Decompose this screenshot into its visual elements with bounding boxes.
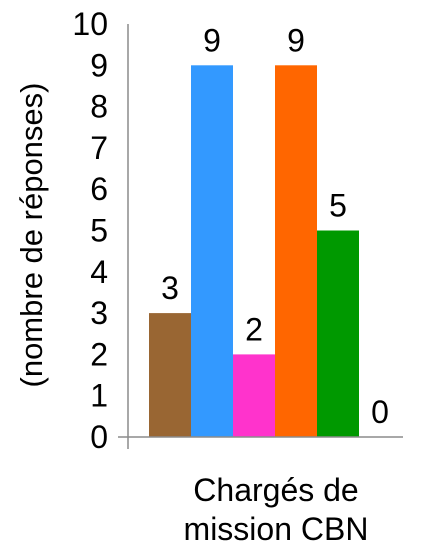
y-tick-label: 8 — [90, 89, 108, 125]
data-labels: 3 9 2 9 5 0 — [161, 22, 389, 430]
bar-value-label: 2 — [245, 311, 263, 347]
y-tick-label: 7 — [90, 130, 108, 166]
bar — [149, 313, 191, 437]
y-axis-title: (nombre de réponses) — [14, 83, 49, 388]
bar — [233, 354, 275, 437]
bar-value-label: 9 — [203, 22, 221, 58]
bar-value-label: 9 — [287, 22, 305, 58]
bar — [275, 65, 317, 438]
y-tick-label: 9 — [90, 47, 108, 83]
bar — [191, 65, 233, 438]
bar — [317, 230, 359, 437]
y-tick-label: 6 — [90, 171, 108, 207]
y-tick-label: 4 — [90, 254, 108, 290]
y-tick-label: 5 — [90, 213, 108, 249]
bar-value-label: 3 — [161, 270, 179, 306]
y-tick-label: 1 — [90, 378, 108, 414]
bar-value-label: 0 — [371, 394, 389, 430]
bar-value-label: 5 — [329, 188, 347, 224]
y-tick-label: 2 — [90, 336, 108, 372]
x-axis-title-line-2: mission CBN — [184, 511, 369, 547]
y-tick-label: 10 — [72, 6, 108, 42]
y-tick-label: 3 — [90, 295, 108, 331]
y-tick-label: 0 — [90, 419, 108, 455]
y-tick-labels: 0 1 2 3 4 5 6 7 8 9 10 — [72, 6, 108, 455]
x-axis-title-line-1: Chargés de — [193, 472, 358, 508]
bars — [149, 65, 359, 438]
